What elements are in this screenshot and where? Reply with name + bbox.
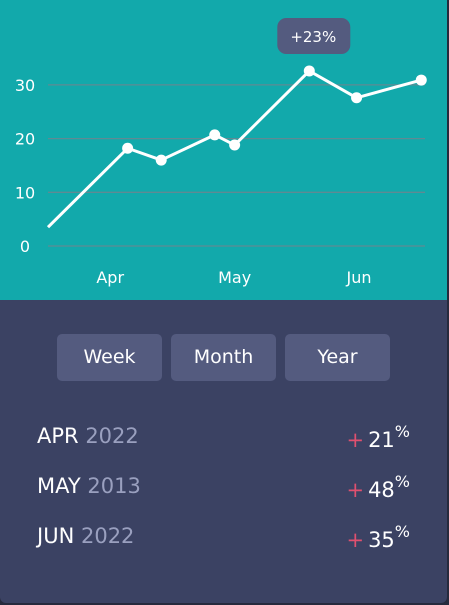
point — [209, 129, 221, 141]
x-tick-label: Apr — [96, 268, 124, 287]
stat-value: 21 — [368, 428, 395, 452]
stat-unit: % — [394, 522, 410, 541]
stat-year: 2022 — [85, 424, 139, 448]
stat-value: 48 — [368, 478, 395, 502]
annotation: +23% — [290, 28, 336, 46]
y-tick-label: 0 — [20, 237, 30, 256]
stat-month: JUN — [37, 524, 75, 548]
stat-row: APR 2022 +21% — [37, 422, 410, 454]
point — [122, 142, 134, 154]
point — [415, 74, 427, 86]
stat-sign: + — [346, 528, 365, 552]
point — [303, 65, 315, 77]
stat-row: JUN 2022 +35% — [37, 522, 410, 554]
y-tick-label: 20 — [15, 130, 35, 149]
line — [46, 69, 422, 229]
range-button[interactable]: Month — [171, 334, 276, 381]
stat-month: APR — [37, 424, 79, 448]
stat-change: +21% — [346, 422, 410, 452]
range-button[interactable]: Year — [285, 334, 390, 381]
point — [155, 154, 167, 166]
stat-value: 35 — [368, 528, 395, 552]
x-tick-label: May — [218, 268, 251, 287]
y-tick-label: 10 — [15, 183, 35, 202]
range-buttons: Week Month Year — [57, 334, 390, 381]
stat-month: MAY — [37, 474, 81, 498]
stat-sign: + — [346, 428, 365, 452]
annotation-bubble — [277, 18, 351, 54]
stat-row: MAY 2013 +48% — [37, 472, 410, 504]
stat-change: +35% — [346, 522, 410, 552]
stat-unit: % — [394, 422, 410, 441]
stat-unit: % — [394, 472, 410, 491]
x-tick-label: Jun — [346, 268, 372, 287]
chart: 0 10 20 30 Apr May Jun +23% — [0, 0, 447, 300]
point — [351, 92, 363, 104]
point — [229, 139, 241, 151]
stat-change: +48% — [346, 472, 410, 502]
stat-year: 2013 — [87, 474, 141, 498]
y-tick-label: 30 — [15, 76, 35, 95]
range-button[interactable]: Week — [57, 334, 162, 381]
stat-year: 2022 — [80, 524, 135, 548]
chart-background — [0, 0, 447, 300]
stat-sign: + — [346, 478, 365, 502]
